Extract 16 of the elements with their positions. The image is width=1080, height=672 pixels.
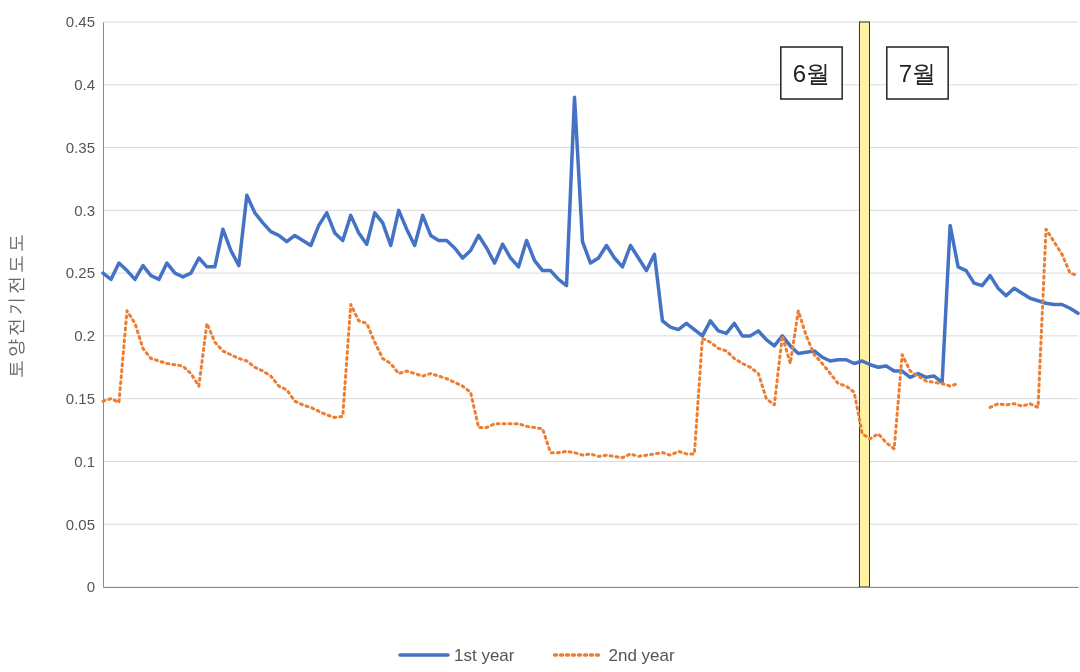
y-axis-title: 토양전기전도도 <box>6 231 26 378</box>
legend-label: 2nd year <box>608 646 675 665</box>
y-tick-label: 0.25 <box>65 264 95 282</box>
annotation: 6월 <box>792 60 831 87</box>
legend-label: 1st year <box>454 646 515 665</box>
line-series <box>101 95 1080 385</box>
y-tick-label: 0.3 <box>74 201 95 219</box>
y-tick-label: 0 <box>86 578 95 596</box>
y-tick-label: 0.2 <box>74 327 95 345</box>
y-tick-label: 0.4 <box>74 76 95 94</box>
y-tick-label: 0.35 <box>65 138 95 156</box>
annotation: 7월 <box>898 60 937 87</box>
y-tick-label: 0.15 <box>65 389 95 407</box>
y-tick-label: 0.1 <box>74 452 95 470</box>
y-tick-label: 0.45 <box>65 13 95 31</box>
y-tick-label: 0.05 <box>65 515 95 533</box>
